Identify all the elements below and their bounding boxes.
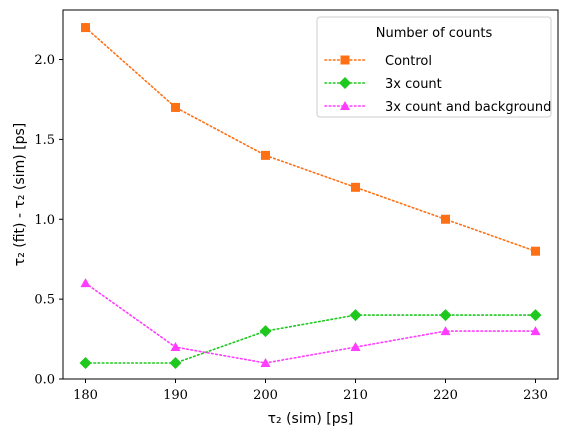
data-point-0-1 [171, 102, 180, 112]
legend-label-0: Control [385, 54, 432, 69]
data-point-1-5 [529, 309, 542, 322]
data-point-0-2 [261, 150, 270, 160]
data-point-0-3 [351, 182, 360, 192]
x-tick-label-5: 230 [523, 388, 548, 403]
data-point-0-4 [441, 214, 450, 224]
x-tick-label-2: 200 [253, 388, 278, 403]
data-point-2-4 [440, 326, 451, 336]
x-tick-label-3: 210 [343, 388, 368, 403]
plot-area [79, 23, 542, 370]
legend-box [316, 16, 552, 118]
y-tick-label-3: 1.5 [34, 133, 55, 148]
x-tick-label-1: 190 [163, 388, 188, 403]
x-tick-label-4: 220 [433, 388, 458, 403]
legend-marker-1 [339, 77, 351, 89]
data-point-0-5 [531, 246, 540, 256]
legend-label-1: 3x count [385, 77, 442, 92]
legend-label-2: 3x count and background [385, 100, 551, 115]
series-line-2 [84, 282, 537, 364]
axes-frame [62, 9, 559, 380]
y-axis-label: τ₂ (fit) - τ₂ (sim) [ps] [12, 123, 28, 266]
series-line-1 [84, 314, 537, 364]
data-point-2-3 [350, 342, 361, 352]
series-line-0 [84, 26, 537, 252]
data-point-0-0 [81, 23, 90, 33]
legend: Number of counts Control 3x count 3x count … [316, 16, 552, 118]
axes: 180 190 200 210 220 230 0.0 0.5 1.0 1.5 2.0 [34, 9, 559, 403]
y-tick-label-2: 1.0 [34, 213, 55, 228]
y-tick-label-4: 2.0 [34, 53, 55, 68]
data-point-2-2 [260, 358, 271, 368]
y-tick-label-0: 0.0 [34, 373, 55, 388]
data-point-1-0 [79, 357, 92, 370]
data-point-2-1 [170, 342, 181, 352]
y-tick-label-1: 0.5 [34, 293, 55, 308]
data-point-1-2 [259, 325, 272, 338]
data-point-2-0 [80, 278, 91, 288]
legend-marker-0 [340, 55, 350, 65]
data-point-1-3 [349, 309, 362, 322]
data-point-1-1 [169, 357, 182, 370]
data-point-2-5 [530, 326, 541, 336]
x-axis-label: τ₂ (sim) [ps] [268, 411, 354, 427]
legend-title: Number of counts [376, 26, 493, 41]
legend-marker-2 [340, 101, 350, 110]
x-tick-label-0: 180 [73, 388, 98, 403]
data-point-1-4 [439, 309, 452, 322]
